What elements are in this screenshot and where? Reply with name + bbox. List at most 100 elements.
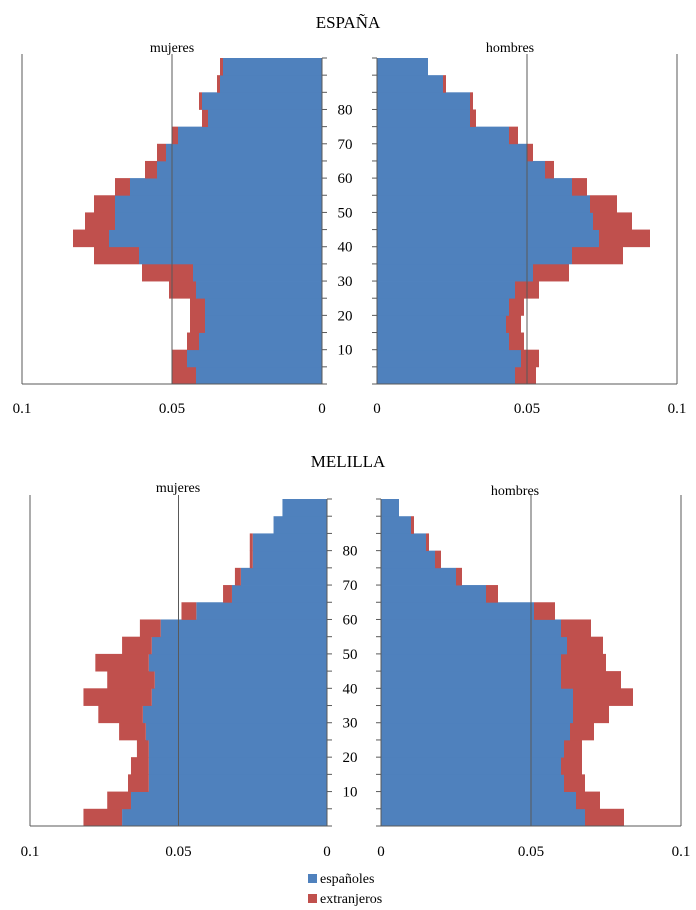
bar-mujeres-espanoles xyxy=(122,808,327,827)
bar-mujeres-espanoles xyxy=(208,109,322,128)
gridlines-espana xyxy=(21,54,678,385)
x-tick-label-right: 0.1 xyxy=(672,844,691,860)
bar-mujeres-extranjeros xyxy=(157,143,166,162)
bar-mujeres-espanoles xyxy=(196,602,327,620)
bar-hombres-espanoles xyxy=(377,263,533,282)
bar-hombres-espanoles xyxy=(377,298,509,316)
bar-hombres-espanoles xyxy=(381,671,561,689)
bar-mujeres-espanoles xyxy=(196,281,322,299)
gridlines-melilla xyxy=(29,495,682,827)
age-label: 40 xyxy=(338,240,353,256)
bar-hombres-espanoles xyxy=(377,315,506,333)
age-label: 70 xyxy=(343,578,358,594)
bar-mujeres-extranjeros xyxy=(107,791,131,810)
age-labels-espana: 10 20 30 40 50 60 70 80 xyxy=(322,57,377,385)
bar-hombres-extranjeros xyxy=(585,808,624,827)
bar-hombres-extranjeros xyxy=(564,774,585,792)
bar-hombres-espanoles xyxy=(381,739,564,758)
bar-mujeres-extranjeros xyxy=(172,126,178,145)
bar-hombres-espanoles xyxy=(381,516,411,534)
bar-hombres-espanoles xyxy=(381,567,456,586)
bar-mujeres-extranjeros xyxy=(199,92,202,110)
bar-hombres-espanoles xyxy=(377,178,572,196)
bar-hombres-espanoles xyxy=(377,332,509,351)
bar-mujeres-espanoles xyxy=(205,298,322,316)
age-label: 20 xyxy=(338,308,353,324)
bar-hombres-extranjeros xyxy=(572,178,587,196)
bar-mujeres-espanoles xyxy=(148,757,327,775)
bar-mujeres-extranjeros xyxy=(73,229,109,248)
bar-hombres-extranjeros xyxy=(567,636,603,655)
bar-mujeres-extranjeros xyxy=(107,671,155,689)
bar-hombres-espanoles xyxy=(381,636,567,655)
bar-mujeres-extranjeros xyxy=(187,332,199,351)
bar-hombres-extranjeros xyxy=(486,585,498,603)
bar-hombres-extranjeros xyxy=(545,160,554,179)
bar-hombres-espanoles xyxy=(377,58,428,76)
x-tick-label-left: 0.05 xyxy=(159,401,185,417)
age-label: 40 xyxy=(343,681,358,697)
bar-hombres-espanoles xyxy=(377,92,470,110)
bar-hombres-extranjeros xyxy=(572,246,623,265)
bar-mujeres-espanoles xyxy=(196,366,322,385)
bar-hombres-espanoles xyxy=(377,229,599,248)
bar-hombres-extranjeros xyxy=(570,722,594,741)
bar-mujeres-espanoles xyxy=(187,349,322,368)
bar-mujeres-espanoles xyxy=(202,92,322,110)
bar-mujeres-espanoles xyxy=(151,688,327,706)
x-ticks-melilla: 0.1 0.05 0 0 0.05 0.1 xyxy=(21,844,691,860)
x-tick-label-left: 0 xyxy=(318,401,326,417)
bar-hombres-espanoles xyxy=(381,757,561,775)
bar-mujeres-espanoles xyxy=(142,705,327,724)
bar-hombres-extranjeros xyxy=(533,263,569,282)
bar-hombres-espanoles xyxy=(381,653,561,672)
bar-hombres-extranjeros xyxy=(435,550,441,569)
x-tick-label-right: 0.1 xyxy=(668,401,687,417)
age-label: 30 xyxy=(343,716,358,732)
x-tick-label-left: 0.05 xyxy=(165,844,191,860)
bar-hombres-espanoles xyxy=(381,619,561,638)
bar-hombres-espanoles xyxy=(381,774,564,792)
bar-mujeres-extranjeros xyxy=(119,722,146,741)
bar-mujeres-espanoles xyxy=(193,263,322,282)
bar-mujeres-extranjeros xyxy=(142,263,193,282)
bar-mujeres-extranjeros xyxy=(128,774,149,792)
age-label: 80 xyxy=(338,102,353,118)
bar-mujeres-espanoles xyxy=(109,229,322,248)
chart-title: ESPAÑA xyxy=(316,13,381,32)
bar-mujeres-extranjeros xyxy=(83,688,152,706)
bar-hombres-espanoles xyxy=(381,499,399,517)
bar-mujeres-espanoles xyxy=(282,499,327,517)
bar-mujeres-espanoles xyxy=(252,550,327,569)
bar-mujeres-espanoles xyxy=(273,516,327,534)
bar-mujeres-espanoles xyxy=(220,75,322,93)
bar-hombres-extranjeros xyxy=(426,533,429,552)
bar-mujeres-extranjeros xyxy=(115,178,130,196)
bar-mujeres-extranjeros xyxy=(234,567,241,586)
age-label: 30 xyxy=(338,274,353,290)
bar-mujeres-espanoles xyxy=(148,739,327,758)
bar-mujeres-extranjeros xyxy=(85,212,115,230)
bar-hombres-extranjeros xyxy=(470,92,473,110)
bar-mujeres-espanoles xyxy=(145,722,327,741)
age-label: 50 xyxy=(343,647,358,663)
bar-mujeres-espanoles xyxy=(115,212,322,230)
bar-mujeres-extranjeros xyxy=(169,281,196,299)
bar-hombres-espanoles xyxy=(377,109,470,128)
bar-mujeres-extranjeros xyxy=(95,653,149,672)
bar-hombres-extranjeros xyxy=(411,516,414,534)
bar-mujeres-extranjeros xyxy=(145,160,157,179)
bars-melilla xyxy=(83,499,633,827)
bar-mujeres-espanoles xyxy=(157,160,322,179)
bar-hombres-espanoles xyxy=(377,281,515,299)
bar-mujeres-extranjeros xyxy=(217,75,220,93)
bar-mujeres-espanoles xyxy=(130,791,327,810)
bar-mujeres-espanoles xyxy=(148,774,327,792)
bar-hombres-espanoles xyxy=(377,75,443,93)
right-panel-label: hombres xyxy=(486,41,534,56)
x-tick-label-left: 0.1 xyxy=(21,844,40,860)
bar-hombres-extranjeros xyxy=(506,315,521,333)
bar-hombres-espanoles xyxy=(381,722,570,741)
bar-mujeres-espanoles xyxy=(115,195,322,213)
bar-hombres-extranjeros xyxy=(527,143,533,162)
